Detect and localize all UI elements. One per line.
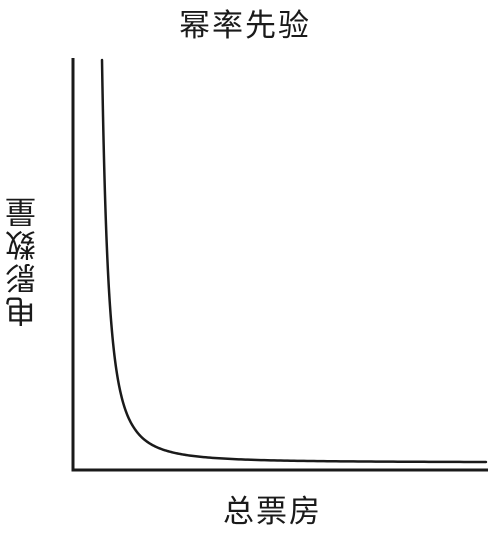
chart-title: 幂率先验 — [179, 8, 311, 44]
x-axis-label: 总票房 — [223, 494, 322, 530]
power-law-curve — [100, 58, 488, 464]
y-axis-label: 电影数量 — [6, 195, 42, 327]
